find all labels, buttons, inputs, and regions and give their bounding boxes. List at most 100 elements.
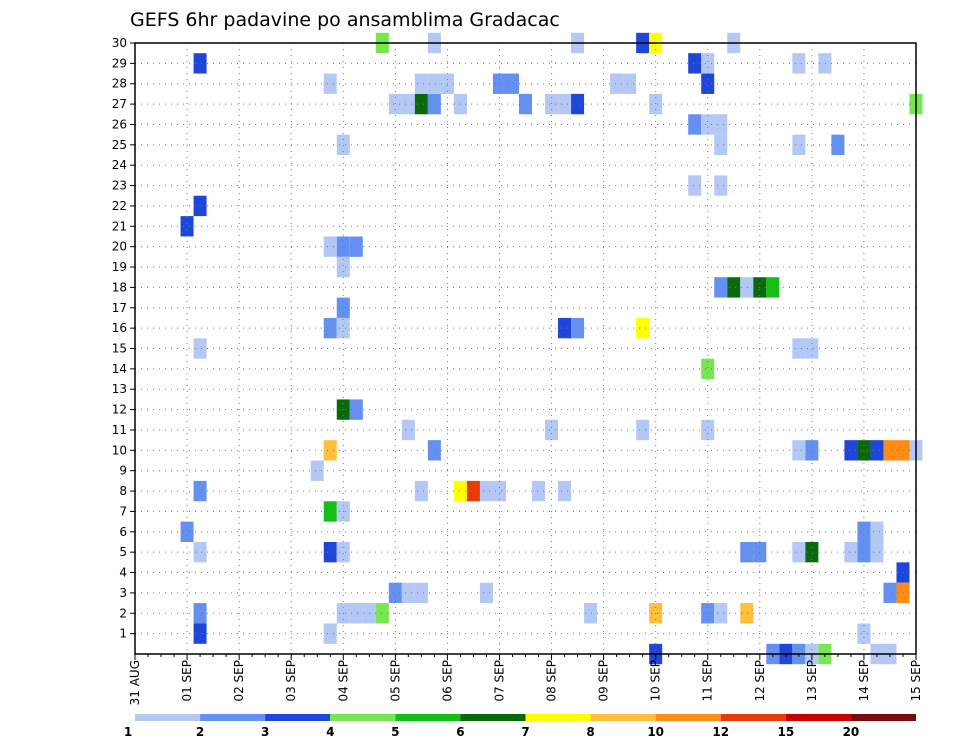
y-tick-label: 15 [112, 342, 127, 356]
y-tick-label: 13 [112, 382, 127, 396]
y-tick-label: 22 [112, 199, 127, 213]
x-axis: 31 AUG 01 SEP 02 SEP 03 SEP 04 SEP 05 SEP 06 S… [128, 654, 923, 705]
data-cell [180, 521, 194, 542]
y-tick-label: 6 [119, 525, 127, 539]
data-cell [584, 603, 598, 624]
legend-label: 5 [391, 725, 399, 739]
data-cell [336, 134, 350, 156]
legend-label: 4 [326, 725, 334, 739]
legend-swatch [460, 714, 526, 721]
y-tick-label: 20 [112, 240, 127, 254]
data-cell [427, 440, 441, 461]
data-cell [558, 93, 572, 115]
y-tick-label: 24 [112, 158, 127, 172]
data-cell [492, 480, 506, 502]
data-cell [649, 93, 663, 115]
legend-swatch [200, 714, 266, 721]
y-tick-label: 14 [112, 362, 127, 376]
data-cell [323, 73, 337, 94]
data-cell [818, 53, 832, 74]
y-tick-label: 3 [119, 586, 127, 600]
y-axis: 1234567891011121314151617181920212223242… [112, 36, 135, 641]
data-cell [479, 480, 493, 502]
data-cell [792, 53, 806, 74]
data-cell [636, 419, 650, 441]
data-cell [792, 134, 806, 156]
data-cell [388, 582, 402, 604]
legend-label: 15 [777, 725, 794, 739]
data-cell [414, 480, 428, 502]
data-cell [323, 541, 337, 563]
data-cell [792, 541, 806, 563]
legend-label: 6 [456, 725, 464, 739]
data-cell [870, 521, 884, 542]
data-cell [193, 195, 207, 217]
data-cell [870, 440, 884, 461]
data-cell [688, 53, 702, 74]
data-cell [180, 216, 194, 237]
legend-swatch [850, 714, 916, 721]
data-cell [571, 317, 585, 339]
data-cell [401, 582, 415, 604]
legend-label: 10 [647, 725, 664, 739]
data-cells [180, 32, 923, 665]
legend-swatch [655, 714, 721, 721]
data-cell [193, 623, 207, 644]
y-tick-label: 23 [112, 179, 127, 193]
x-tick-label: 05 SEP [388, 660, 402, 702]
y-tick-label: 18 [112, 280, 127, 294]
y-tick-label: 4 [119, 566, 127, 580]
legend-swatch [265, 714, 331, 721]
data-cell [857, 541, 871, 563]
y-tick-label: 5 [119, 545, 127, 559]
data-cell [388, 93, 402, 115]
data-cell [844, 541, 858, 563]
x-tick-label: 02 SEP [232, 660, 246, 702]
x-tick-label: 31 AUG [128, 660, 142, 705]
data-cell [857, 521, 871, 542]
data-cell [336, 541, 350, 563]
y-tick-label: 27 [112, 97, 127, 111]
x-tick-label: 08 SEP [545, 660, 559, 702]
data-cell [558, 480, 572, 502]
data-cell [492, 73, 506, 94]
data-cell [323, 317, 337, 339]
data-cell [740, 541, 754, 563]
data-cell [427, 93, 441, 115]
y-tick-label: 17 [112, 301, 127, 315]
data-cell [805, 440, 819, 461]
x-tick-label: 09 SEP [597, 660, 611, 702]
data-cell [323, 440, 337, 461]
data-cell [310, 460, 324, 481]
data-cell [870, 541, 884, 563]
data-cell [336, 236, 350, 257]
data-cell [193, 541, 207, 563]
data-cell [701, 53, 715, 74]
data-cell [193, 53, 207, 74]
data-cell [453, 93, 467, 115]
data-cell [349, 603, 363, 624]
data-cell [714, 603, 728, 624]
y-tick-label: 1 [119, 627, 127, 641]
data-cell [545, 93, 559, 115]
x-tick-label: 06 SEP [440, 660, 454, 702]
y-tick-label: 28 [112, 77, 127, 91]
data-cell [688, 114, 702, 135]
data-cell [401, 93, 415, 115]
data-cell [336, 317, 350, 339]
data-cell [193, 603, 207, 624]
data-cell [740, 277, 754, 298]
x-tick-label: 01 SEP [180, 660, 194, 702]
data-cell [323, 236, 337, 257]
y-tick-label: 19 [112, 260, 127, 274]
legend-label: 8 [586, 725, 594, 739]
data-cell [844, 440, 858, 461]
data-cell [558, 317, 572, 339]
x-tick-label: 07 SEP [492, 660, 506, 702]
y-tick-label: 25 [112, 138, 127, 152]
legend-label: 1 [124, 725, 132, 739]
data-cell [740, 603, 754, 624]
data-cell [857, 440, 871, 461]
legend-label: 20 [843, 725, 860, 739]
